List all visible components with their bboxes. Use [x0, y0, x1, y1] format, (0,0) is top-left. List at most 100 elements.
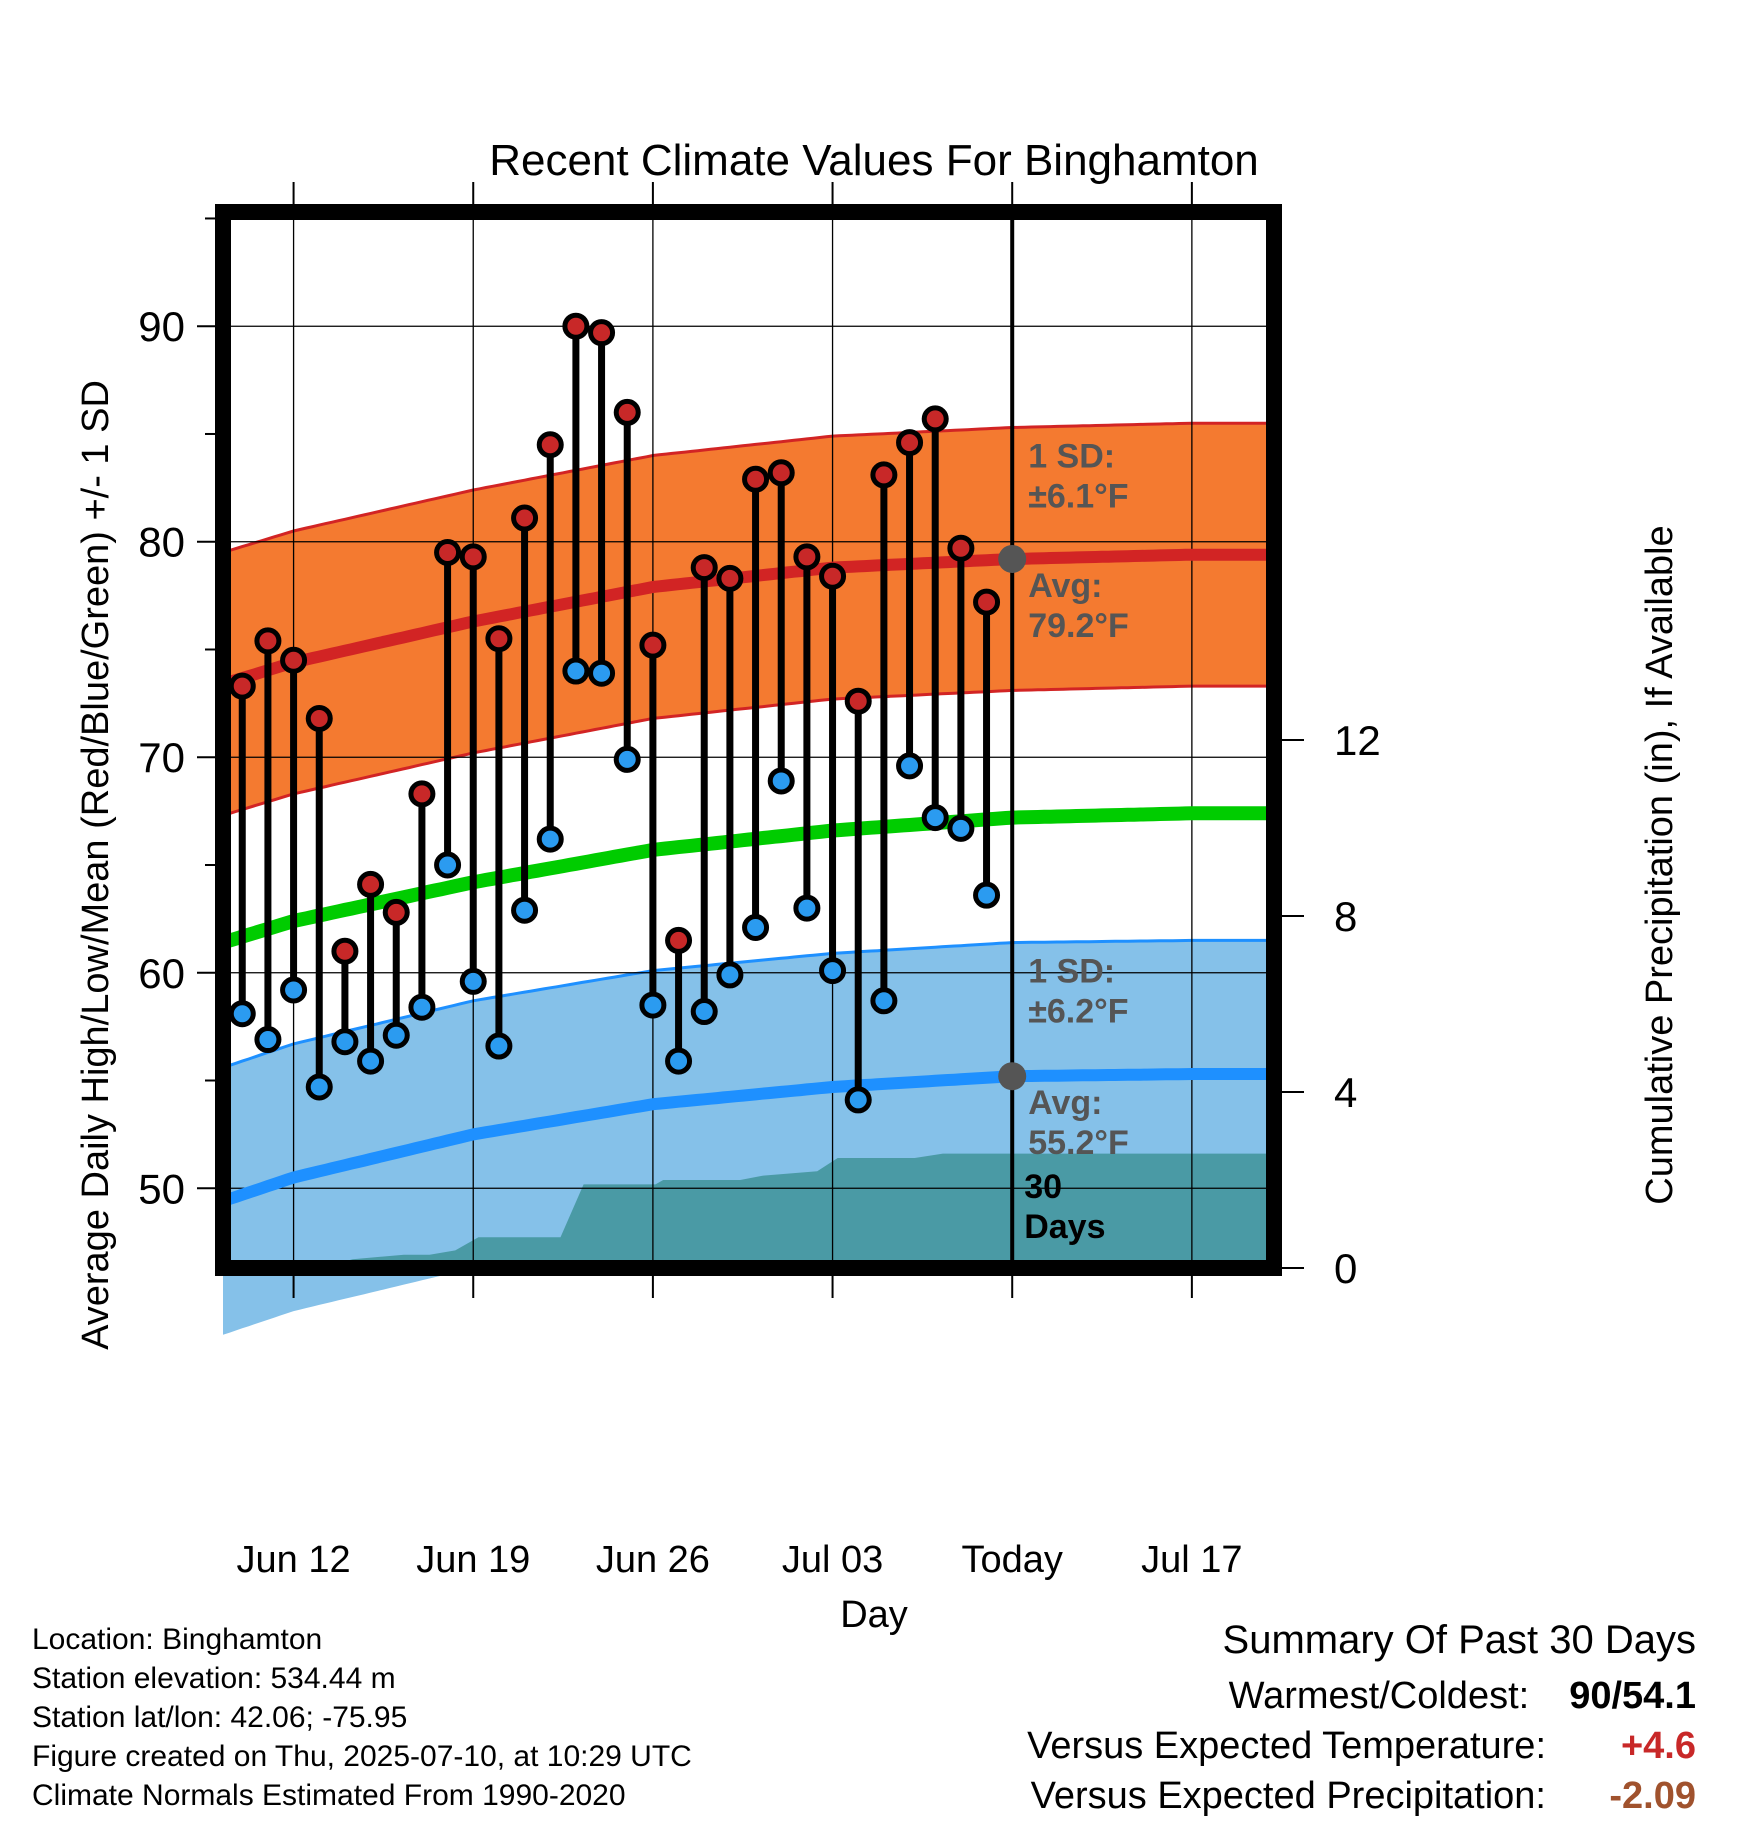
- daily-high-point: [844, 687, 872, 715]
- daily-high-point: [434, 539, 462, 567]
- daily-low-point: [459, 967, 487, 995]
- station-info: Location: Binghamton Station elevation: …: [32, 1620, 692, 1815]
- daily-low-point: [921, 804, 949, 832]
- y-tick-label: 50: [138, 1165, 185, 1212]
- daily-high-point: [665, 926, 693, 954]
- daily-low-point: [947, 814, 975, 842]
- plot-frame: [215, 204, 1282, 1276]
- daily-low-point: [408, 993, 436, 1021]
- daily-low-point: [793, 894, 821, 922]
- low-sd-annotation: 1 SD:: [1028, 953, 1115, 991]
- x-tick-label: Jul 17: [1141, 1539, 1242, 1581]
- x-tick-label: Jun 26: [596, 1539, 710, 1581]
- daily-high-point: [690, 554, 718, 582]
- high-sd-annotation: 1 SD:: [1028, 438, 1115, 476]
- y-tick-label: 80: [138, 519, 185, 566]
- today-high-normal-marker: [998, 544, 1027, 573]
- daily-low-point: [716, 961, 744, 989]
- y-axis-label: Average Daily High/Low/Mean (Red/Blue/Gr…: [75, 380, 117, 1350]
- y2-tick-label: 0: [1334, 1245, 1357, 1292]
- daily-low-point: [536, 825, 564, 853]
- y2-tick-label: 8: [1334, 893, 1357, 940]
- window-annotation: Days: [1024, 1208, 1105, 1246]
- daily-high-point: [921, 405, 949, 433]
- daily-high-point: [382, 898, 410, 926]
- daily-high-point: [973, 588, 1001, 616]
- y-tick-label: 60: [138, 950, 185, 997]
- high-sd-band: [223, 423, 1269, 816]
- daily-low-point: [305, 1073, 333, 1101]
- daily-high-point: [305, 704, 333, 732]
- latlon-text: Station lat/lon: 42.06; -75.95: [32, 1701, 408, 1734]
- summary-precip-label: Versus Expected Precipitation:: [1030, 1775, 1546, 1817]
- daily-high-point: [280, 646, 308, 674]
- daily-high-point: [947, 534, 975, 562]
- x-axis-label: Day: [840, 1594, 908, 1636]
- daily-high-point: [254, 627, 282, 655]
- daily-low-point: [331, 1028, 359, 1056]
- high-sd-lower-edge: [222, 684, 1269, 817]
- daily-high-point: [793, 543, 821, 571]
- window-annotation: 30: [1024, 1168, 1062, 1206]
- daily-high-point: [639, 631, 667, 659]
- x-tick-label: Jun 12: [237, 1539, 351, 1581]
- daily-low-point: [870, 987, 898, 1015]
- summary-precip-value: -2.09: [1609, 1775, 1696, 1817]
- daily-low-point: [434, 851, 462, 879]
- y-tick-label: 90: [138, 303, 185, 350]
- low-sd-annotation: ±6.2°F: [1028, 993, 1128, 1031]
- daily-high-point: [716, 564, 744, 592]
- y2-tick-label: 4: [1334, 1069, 1357, 1116]
- daily-high-point: [459, 543, 487, 571]
- daily-high-point: [228, 672, 256, 700]
- daily-high-point: [536, 431, 564, 459]
- created-text: Figure created on Thu, 2025-07-10, at 10…: [32, 1740, 692, 1773]
- high-avg-annotation: Avg:: [1028, 567, 1102, 605]
- daily-low-point: [690, 998, 718, 1026]
- daily-high-point: [896, 429, 924, 457]
- daily-low-point: [382, 1021, 410, 1049]
- summary-title: Summary Of Past 30 Days: [1222, 1618, 1696, 1662]
- normals-text: Climate Normals Estimated From 1990-2020: [32, 1779, 626, 1812]
- daily-low-point: [613, 745, 641, 773]
- daily-high-point: [485, 625, 513, 653]
- summary-warmest-label: Warmest/Coldest:: [1228, 1675, 1530, 1717]
- daily-high-point: [408, 780, 436, 808]
- low-sd-band: [223, 940, 1269, 1335]
- daily-high-point: [357, 870, 385, 898]
- daily-high-point: [819, 562, 847, 590]
- daily-low-point: [819, 957, 847, 985]
- daily-high-point: [331, 937, 359, 965]
- daily-low-point: [254, 1026, 282, 1054]
- daily-low-point: [562, 657, 590, 685]
- y-tick-label: 70: [138, 734, 185, 781]
- x-tick-label: Today: [962, 1539, 1063, 1581]
- daily-low-point: [844, 1086, 872, 1114]
- summary-temp-label: Versus Expected Temperature:: [1027, 1725, 1546, 1767]
- daily-high-point: [562, 312, 590, 340]
- low-avg-annotation: 55.2°F: [1028, 1124, 1129, 1162]
- high-avg-annotation: 79.2°F: [1028, 607, 1129, 645]
- summary-warmest-row: Warmest/Coldest: 90/54.1: [1027, 1671, 1696, 1721]
- normal-high-line: [221, 548, 1269, 690]
- x-tick-label: Jun 19: [416, 1539, 530, 1581]
- daily-low-point: [588, 659, 616, 687]
- daily-low-point: [665, 1047, 693, 1075]
- daily-low-point: [511, 896, 539, 924]
- high-sd-upper-edge: [222, 421, 1269, 554]
- daily-low-point: [973, 881, 1001, 909]
- low-avg-annotation: Avg:: [1028, 1084, 1102, 1122]
- location-text: Location: Binghamton: [32, 1623, 323, 1656]
- daily-high-point: [870, 461, 898, 489]
- summary-precip-row: Versus Expected Precipitation: -2.09: [1027, 1771, 1696, 1821]
- normal-mean-line: [220, 806, 1269, 950]
- daily-low-point: [485, 1032, 513, 1060]
- normal-low-line: [221, 1068, 1269, 1207]
- summary-warmest-value: 90/54.1: [1569, 1675, 1696, 1717]
- chart-title: Recent Climate Values For Binghamton: [489, 136, 1259, 185]
- daily-high-point: [588, 319, 616, 347]
- summary-panel: Summary Of Past 30 Days Warmest/Coldest:…: [1027, 1618, 1696, 1821]
- x-tick-label: Jul 03: [782, 1539, 883, 1581]
- daily-low-point: [639, 991, 667, 1019]
